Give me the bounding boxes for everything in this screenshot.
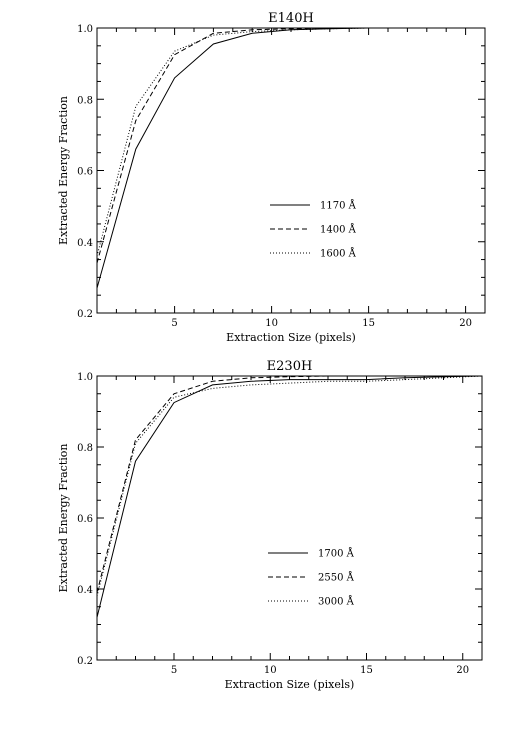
x-tick-label: 20	[456, 665, 469, 676]
y-tick-label: 0.6	[77, 167, 93, 178]
series-line-dashed	[96, 27, 485, 264]
y-tick-label: 0.4	[77, 238, 93, 249]
series-line-dotted	[96, 27, 485, 257]
y-tick-label: 0.2	[77, 656, 93, 667]
legend-label: 1700 Å	[318, 548, 355, 560]
y-tick-label: 0.8	[77, 95, 93, 106]
x-tick-label: 15	[362, 318, 375, 329]
series-line-solid	[96, 27, 485, 289]
y-tick-label: 0.6	[77, 514, 93, 525]
y-tick-label: 0.8	[77, 443, 93, 454]
legend-label: 1600 Å	[320, 248, 357, 260]
plot-frame	[96, 375, 483, 661]
chart-title: E140H	[268, 11, 314, 26]
legend-label: 3000 Å	[318, 596, 355, 608]
y-tick-label: 0.2	[77, 309, 93, 320]
legend-label: 2550 Å	[318, 572, 355, 584]
x-tick-label: 5	[171, 665, 177, 676]
chart-panel-e230h: 5 10 15 20 0.2 0.4 0.6 0.8 1.0 E230H Extraction Si…	[57, 359, 483, 691]
x-tick-label: 5	[171, 318, 177, 329]
series-line-dotted	[96, 375, 483, 597]
x-tick-label: 20	[459, 318, 472, 329]
series-line-solid	[96, 375, 483, 618]
x-tick-label: 10	[265, 318, 278, 329]
chart-panel-e140h: 5 10 15 20 0.2 0.4 0.6 0.8 1.0 E140H Extraction Si…	[57, 11, 486, 344]
y-tick-label: 1.0	[77, 24, 93, 35]
y-tick-label: 1.0	[77, 372, 93, 383]
x-axis-label: Extraction Size (pixels)	[226, 331, 356, 344]
legend-label: 1170 Å	[320, 200, 357, 212]
chart-title: E230H	[267, 359, 313, 374]
y-axis-label: Extracted Energy Fraction	[57, 96, 70, 245]
y-tick-label: 0.4	[77, 585, 93, 596]
y-axis-label: Extracted Energy Fraction	[57, 444, 70, 593]
x-tick-label: 15	[360, 665, 373, 676]
x-axis-label: Extraction Size (pixels)	[225, 678, 355, 691]
x-tick-label: 10	[264, 665, 277, 676]
plot-frame	[96, 27, 486, 314]
legend-label: 1400 Å	[320, 224, 357, 236]
series-line-dashed	[96, 375, 482, 593]
